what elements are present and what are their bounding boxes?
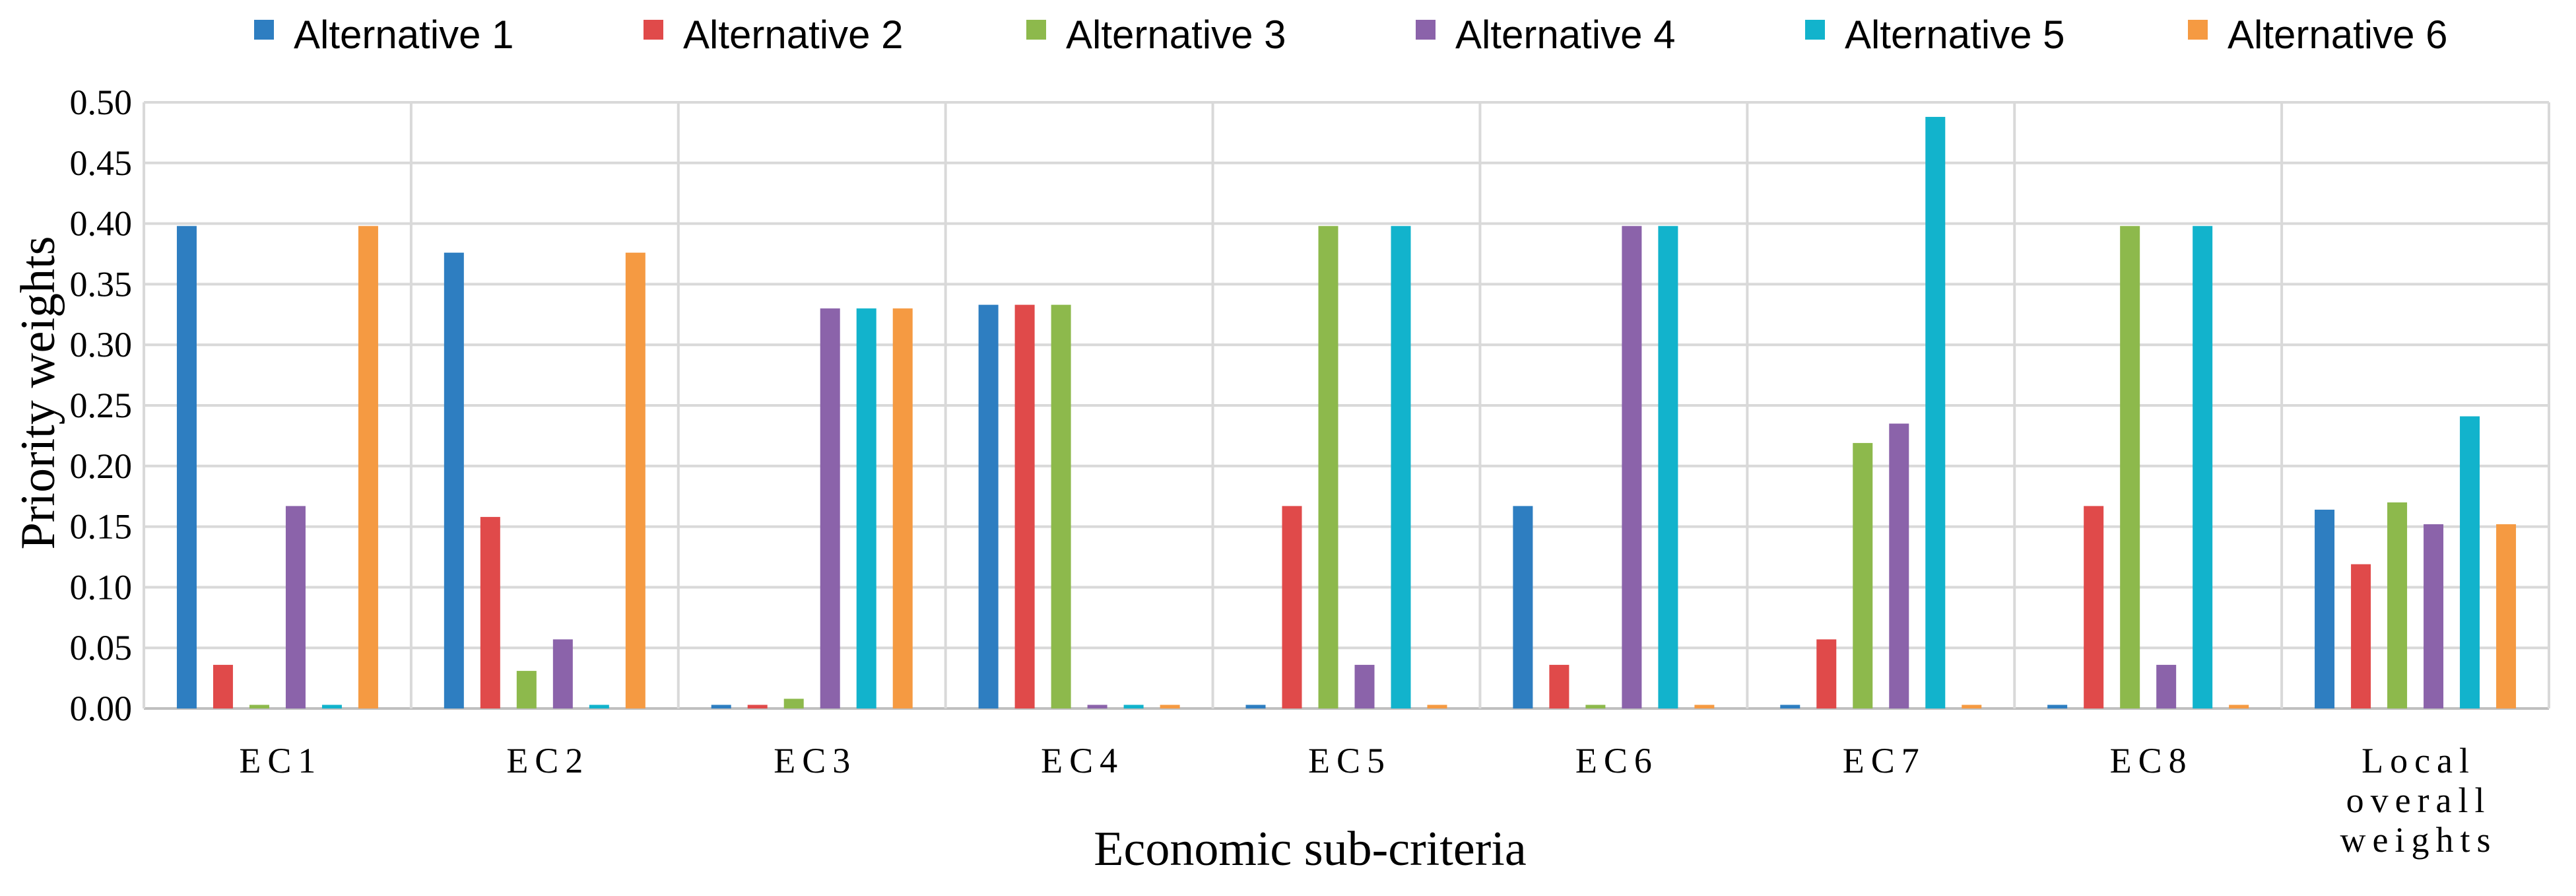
y-tick-label: 0.35 bbox=[70, 264, 133, 304]
legend-swatch bbox=[644, 20, 663, 40]
x-axis-ticks: EC1 EC2 EC3 EC4 EC5 EC6 EC7 EC8 Local overall weig… bbox=[239, 741, 2497, 860]
bar-alternative-6-ec1 bbox=[358, 226, 378, 709]
bar-alternative-4-ec1 bbox=[285, 506, 306, 708]
bar-alternative-5-ec6 bbox=[1658, 226, 1678, 709]
legend-label: Alternative 1 bbox=[294, 13, 514, 57]
bar-alternative-3-ec8 bbox=[2120, 226, 2140, 709]
bar-alternative-2-ec4 bbox=[1014, 304, 1035, 708]
bar-alternative-5-ec8 bbox=[2193, 226, 2213, 709]
bar-alternative-1-ec3 bbox=[711, 705, 731, 708]
bar-alternative-5-local-overall-weights bbox=[2460, 416, 2480, 708]
legend-label: Alternative 6 bbox=[2228, 13, 2448, 57]
x-tick-label: Local overall weights bbox=[2340, 741, 2497, 860]
x-tick-label: EC2 bbox=[506, 741, 589, 780]
bar-alternative-1-ec5 bbox=[1245, 705, 1266, 708]
bar-alternative-6-ec8 bbox=[2229, 705, 2249, 708]
bar-alternative-4-ec6 bbox=[1622, 226, 1642, 709]
bar-alternative-6-ec6 bbox=[1694, 705, 1715, 708]
bar-alternative-6-ec7 bbox=[1962, 705, 1982, 708]
bar-alternative-3-ec4 bbox=[1051, 304, 1071, 708]
legend-label: Alternative 4 bbox=[1455, 13, 1676, 57]
x-tick-label: EC8 bbox=[2110, 741, 2193, 780]
legend-swatch bbox=[1805, 20, 1825, 40]
bar-alternative-1-ec2 bbox=[444, 252, 464, 708]
x-tick-label: EC7 bbox=[1843, 741, 1926, 780]
bar-alternative-2-ec7 bbox=[1816, 639, 1837, 708]
legend-label: Alternative 2 bbox=[683, 13, 904, 57]
legend-swatch bbox=[2188, 20, 2208, 40]
bar-alternative-5-ec2 bbox=[589, 705, 609, 708]
y-tick-label: 0.20 bbox=[70, 446, 133, 486]
bar-alternative-6-local-overall-weights bbox=[2496, 524, 2517, 708]
legend-label: Alternative 3 bbox=[1066, 13, 1286, 57]
bar-alternative-2-ec6 bbox=[1549, 664, 1569, 708]
bar-alternative-1-ec4 bbox=[978, 304, 999, 708]
bar-alternative-5-ec3 bbox=[856, 308, 876, 708]
bar-alternative-4-ec8 bbox=[2156, 664, 2177, 708]
bar-alternative-6-ec5 bbox=[1427, 705, 1447, 708]
y-tick-label: 0.50 bbox=[70, 83, 133, 122]
x-tick-label: EC5 bbox=[1308, 741, 1391, 780]
x-axis-title: Economic sub-criteria bbox=[1094, 822, 1526, 876]
bar-alternative-2-ec3 bbox=[747, 705, 768, 708]
bar-alternative-6-ec2 bbox=[625, 252, 645, 708]
y-tick-label: 0.05 bbox=[70, 628, 133, 668]
grid-layer bbox=[143, 101, 2550, 710]
legend: Alternative 1 Alternative 2 Alternative 3 A… bbox=[254, 13, 2448, 57]
y-axis-ticks: 0.00 0.05 0.10 0.15 0.20 0.25 0.30 0.35 0.40 0.45… bbox=[70, 83, 133, 728]
y-tick-label: 0.40 bbox=[70, 204, 133, 244]
bar-alternative-6-ec4 bbox=[1160, 705, 1180, 708]
legend-swatch bbox=[1416, 20, 1436, 40]
bar-alternative-3-ec3 bbox=[783, 699, 804, 708]
x-tick-label: EC4 bbox=[1041, 741, 1124, 780]
bar-alternative-2-ec8 bbox=[2084, 506, 2104, 708]
bar-alternative-3-ec5 bbox=[1318, 226, 1338, 709]
bar-alternative-2-ec2 bbox=[480, 516, 500, 708]
bar-alternative-3-ec1 bbox=[249, 705, 269, 708]
bar-alternative-4-ec2 bbox=[552, 639, 573, 708]
bar-alternative-4-local-overall-weights bbox=[2424, 524, 2444, 708]
x-tick-label: EC6 bbox=[1575, 741, 1659, 780]
y-tick-label: 0.15 bbox=[70, 507, 133, 547]
bar-alternative-4-ec3 bbox=[820, 308, 840, 708]
legend-label: Alternative 5 bbox=[1845, 13, 2065, 57]
bar-alternative-5-ec5 bbox=[1391, 226, 1411, 709]
legend-swatch bbox=[254, 20, 274, 40]
bar-alternative-3-local-overall-weights bbox=[2387, 502, 2408, 708]
bar-alternative-1-ec6 bbox=[1513, 506, 1533, 708]
x-tick-label: EC3 bbox=[774, 741, 857, 780]
bar-alternative-4-ec7 bbox=[1889, 423, 1909, 708]
bar-alternative-5-ec1 bbox=[321, 705, 342, 708]
y-tick-label: 0.45 bbox=[70, 143, 133, 183]
y-tick-label: 0.10 bbox=[70, 567, 133, 607]
bar-alternative-1-ec1 bbox=[176, 226, 197, 709]
bar-alternative-2-local-overall-weights bbox=[2351, 564, 2371, 708]
y-tick-label: 0.25 bbox=[70, 386, 133, 425]
bar-alternative-1-ec8 bbox=[2047, 705, 2068, 708]
y-tick-label: 0.30 bbox=[70, 325, 133, 364]
y-tick-label: 0.00 bbox=[70, 689, 133, 728]
x-tick-label: EC1 bbox=[239, 741, 322, 780]
bar-alternative-3-ec7 bbox=[1853, 442, 1873, 708]
bar-alternative-5-ec4 bbox=[1123, 705, 1144, 708]
bars-layer bbox=[176, 117, 2517, 709]
bar-alternative-3-ec2 bbox=[516, 671, 537, 708]
bar-alternative-2-ec1 bbox=[213, 664, 233, 708]
bar-alternative-3-ec6 bbox=[1585, 705, 1606, 708]
y-axis-title: Priority weights bbox=[11, 236, 65, 550]
bar-alternative-1-local-overall-weights bbox=[2315, 509, 2335, 708]
legend-swatch bbox=[1026, 20, 1046, 40]
bar-alternative-4-ec4 bbox=[1087, 705, 1107, 708]
bar-alternative-5-ec7 bbox=[1925, 117, 1946, 709]
bar-alternative-4-ec5 bbox=[1354, 664, 1375, 708]
bar-alternative-2-ec5 bbox=[1282, 506, 1302, 708]
bar-alternative-6-ec3 bbox=[892, 308, 913, 708]
bar-alternative-1-ec7 bbox=[1780, 705, 1800, 708]
